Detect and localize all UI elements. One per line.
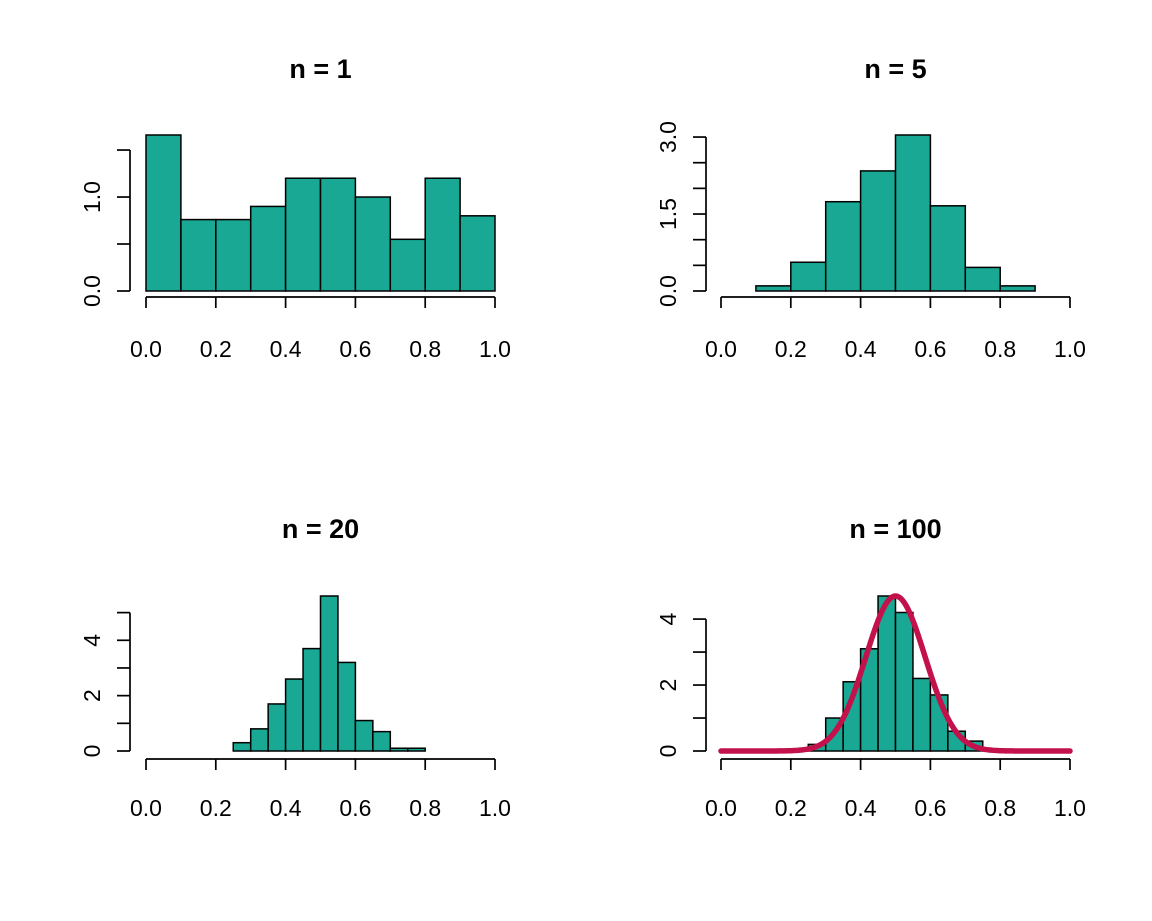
x-tick-label: 0.0 <box>705 795 737 821</box>
x-tick-label: 0.2 <box>200 336 232 362</box>
histogram-bar <box>180 218 217 292</box>
histogram-bar <box>215 218 252 292</box>
y-tick-label: 1.5 <box>655 198 681 230</box>
histogram-bar <box>319 177 357 292</box>
histogram-bar <box>249 205 287 292</box>
x-tick-label: 0.2 <box>200 795 232 821</box>
x-tick-label: 1.0 <box>479 795 511 821</box>
histogram-bar <box>284 177 322 292</box>
y-tick-label: 0.0 <box>79 275 105 307</box>
x-tick-label: 0.0 <box>130 336 162 362</box>
panel-title: n = 20 <box>282 514 359 544</box>
panel-n1: n = 1 0.0 0.2 0.4 0.6 0.8 1.0 0.0 1.0 <box>79 54 511 362</box>
panel-title: n = 100 <box>849 514 941 544</box>
histogram-bar <box>145 134 182 292</box>
x-tick-label: 0.2 <box>775 336 807 362</box>
histogram-bar <box>790 261 827 292</box>
y-tick-label: 4 <box>655 612 681 625</box>
histogram-bar <box>284 678 304 752</box>
histogram-bar <box>249 728 269 752</box>
histogram-bar <box>372 730 392 752</box>
panel-title: n = 1 <box>289 54 351 84</box>
histogram-bar <box>755 285 792 292</box>
histogram-bar <box>999 285 1036 292</box>
x-tick-label: 0.8 <box>409 795 441 821</box>
y-tick-label: 1.0 <box>79 181 105 213</box>
x-tick-label: 1.0 <box>1054 795 1086 821</box>
x-tick-label: 0.4 <box>270 795 302 821</box>
x-tick-label: 0.8 <box>984 795 1016 821</box>
histogram-bar <box>894 611 914 752</box>
histogram-bar <box>389 747 409 752</box>
histogram-bar <box>354 719 374 752</box>
x-tick-label: 0.0 <box>705 336 737 362</box>
histogram-bar <box>824 200 862 292</box>
x-tick-label: 1.0 <box>479 336 511 362</box>
histogram-bar <box>964 266 1001 292</box>
histogram-bar <box>912 677 932 752</box>
y-tick-label: 0 <box>655 745 681 758</box>
histogram-bar <box>859 170 897 292</box>
histogram-bar <box>407 747 426 752</box>
x-tick-label: 0.6 <box>339 336 371 362</box>
x-tick-label: 0.8 <box>984 336 1016 362</box>
histogram-bar <box>337 661 357 752</box>
histogram-bar <box>389 238 426 292</box>
histogram-bar <box>459 215 496 292</box>
histogram-bar <box>354 196 392 292</box>
y-tick-label: 3.0 <box>655 121 681 153</box>
histogram-bar <box>929 205 967 292</box>
y-tick-label: 4 <box>79 634 105 647</box>
panel-n20: n = 20 0.0 0.2 0.4 0.6 0.8 1.0 0 2 4 <box>79 514 511 821</box>
histogram-bar <box>424 177 461 292</box>
histogram-bar <box>232 741 252 752</box>
panel-n5: n = 5 0.0 0.2 0.4 0.6 0.8 1.0 0.0 1.5 3.0 <box>655 54 1086 362</box>
x-tick-label: 0.6 <box>339 795 371 821</box>
panel-title: n = 5 <box>864 54 926 84</box>
y-tick-label: 0.0 <box>655 275 681 307</box>
normal-density-curve <box>718 593 1073 754</box>
histogram-bar <box>894 134 932 292</box>
x-tick-label: 0.2 <box>775 795 807 821</box>
y-tick-label: 2 <box>655 679 681 692</box>
histogram-bar <box>319 595 339 752</box>
x-tick-label: 1.0 <box>1054 336 1086 362</box>
x-tick-label: 0.4 <box>845 795 877 821</box>
y-tick-label: 0 <box>79 745 105 758</box>
x-tick-label: 0.4 <box>270 336 302 362</box>
y-tick-label: 2 <box>79 689 105 702</box>
x-tick-label: 0.8 <box>409 336 441 362</box>
histogram-bar <box>267 703 287 752</box>
panel-n100: n = 100 0.0 0.2 0.4 0.6 0.8 1.0 0 2 4 <box>655 514 1086 821</box>
histogram-bar <box>302 647 322 752</box>
x-tick-label: 0.0 <box>130 795 162 821</box>
x-tick-label: 0.4 <box>845 336 877 362</box>
x-tick-label: 0.6 <box>914 336 946 362</box>
x-tick-label: 0.6 <box>914 795 946 821</box>
